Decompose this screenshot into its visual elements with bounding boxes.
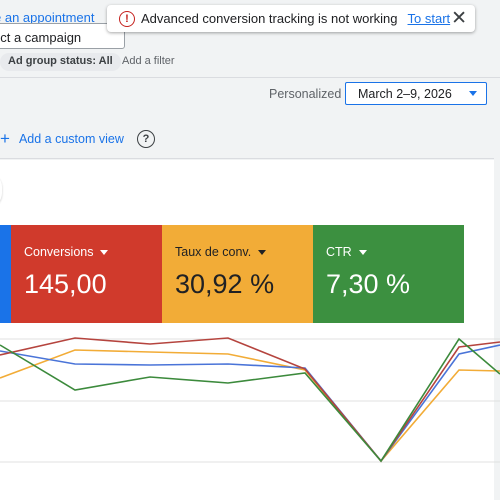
chevron-down-icon[interactable] [100,249,109,255]
add-custom-view-button[interactable]: + Add a custom view [0,130,124,147]
help-icon[interactable]: ? [137,130,155,148]
metric-card-label: Taux de conv. [175,245,313,259]
metric-card-conversions[interactable]: Conversions 145,00 [11,225,162,323]
metric-card-label-text: Taux de conv. [175,245,252,259]
panel-collapse-handle[interactable] [0,173,2,207]
metric-card-value: 7,30 % [326,269,411,299]
chart-series-conversion-rate [0,349,500,463]
notification-toast: ! Advanced conversion tracking is not wo… [107,5,475,32]
chart-series-clicks [0,344,500,463]
chevron-down-icon[interactable] [358,249,367,255]
chevron-down-icon[interactable] [258,249,267,255]
error-icon: ! [119,10,135,27]
add-custom-view-label: Add a custom view [18,131,124,146]
metric-card-ctr[interactable]: CTR 7,30 % [313,225,464,323]
metric-card-conversion-rate[interactable]: Taux de conv. 30,92 % [162,225,313,323]
close-icon[interactable]: ✕ [451,8,467,29]
performance-panel [0,160,494,500]
notification-message: Advanced conversion tracking is not work… [141,11,398,26]
performance-line-chart [0,337,500,463]
metric-cards: Conversions 145,00 Taux de conv. 30,92 %… [0,225,464,323]
schedule-appointment-link[interactable]: e an appointment [0,10,95,25]
notification-action-link[interactable]: To start [407,11,451,26]
add-filter-button[interactable]: Add a filter [122,55,175,67]
ad-group-status-filter-chip[interactable]: Ad group status: All [0,53,121,71]
campaign-selector[interactable]: ect a campaign [0,23,125,49]
metric-card-label: CTR [326,245,464,259]
chart-series-conversions [0,337,500,463]
plus-icon: + [0,129,10,148]
toolbar-divider [0,77,500,78]
chevron-down-icon [469,91,477,96]
section-divider [0,158,494,159]
metric-card-clicks-edge[interactable] [0,225,11,323]
chart-series-ctr [0,337,500,463]
metric-card-label-text: Conversions [24,245,94,259]
metric-card-label: Conversions [24,245,162,259]
campaign-selector-label: ect a campaign [0,30,82,45]
metric-card-value: 30,92 % [175,269,275,299]
metric-card-value: 145,00 [24,269,107,299]
metric-card-label-text: CTR [326,245,352,259]
date-range-picker[interactable]: March 2–9, 2026 [345,82,487,105]
date-range-label: Personalized [269,87,342,101]
date-range-value: March 2–9, 2026 [358,87,452,101]
